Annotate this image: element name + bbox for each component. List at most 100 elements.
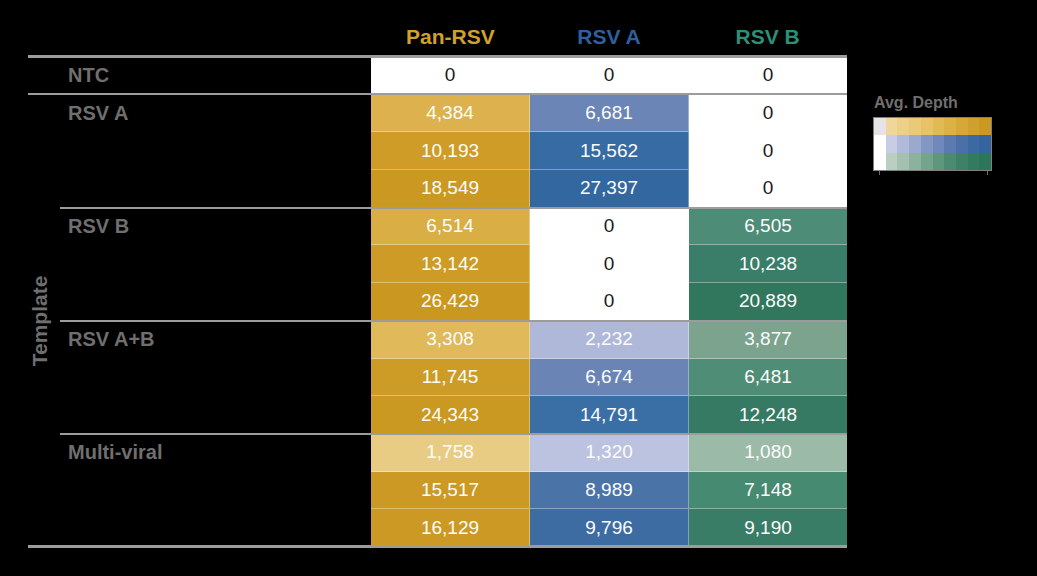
heatmap-row: 18,54927,3970 xyxy=(60,170,847,208)
legend-color-step xyxy=(909,118,921,135)
legend-color-step xyxy=(897,135,909,152)
heatmap-cell: 6,681 xyxy=(530,95,689,133)
legend-color-step xyxy=(897,118,909,135)
heatmap-cell: 12,248 xyxy=(689,396,847,434)
row-group-label-spacer xyxy=(60,509,371,547)
separator-line-below-ntc xyxy=(28,93,847,95)
heatmap-cell: 15,562 xyxy=(530,132,689,170)
heatmap-cell: 1,320 xyxy=(530,434,689,472)
legend-tick-left xyxy=(879,171,880,175)
legend-color-step xyxy=(909,153,921,170)
legend-color-step xyxy=(968,153,980,170)
heatmap-row: 26,429020,889 xyxy=(60,283,847,321)
heatmap-cell: 0 xyxy=(530,245,689,283)
figure-canvas: Pan-RSVRSV ARSV B NTC000RSV A4,3846,6810… xyxy=(0,0,1037,576)
legend-color-step xyxy=(979,135,991,152)
heatmap-row: RSV A+B3,3082,2323,877 xyxy=(60,321,847,359)
heatmap-row: 16,1299,7969,190 xyxy=(60,509,847,547)
legend-color-step xyxy=(886,118,898,135)
heatmap-cell: 26,429 xyxy=(371,283,530,321)
heatmap-cell: 18,549 xyxy=(371,170,530,208)
legend-color-step xyxy=(897,153,909,170)
heatmap-cell: 6,481 xyxy=(689,359,847,397)
legend-color-step xyxy=(874,118,886,135)
heatmap-cell: 10,193 xyxy=(371,132,530,170)
row-group-label: RSV A xyxy=(60,95,371,133)
heatmap-cell: 6,505 xyxy=(689,208,847,246)
heatmap-cell: 0 xyxy=(689,57,847,95)
legend-title: Avg. Depth xyxy=(874,94,992,112)
column-header-pan-rsv: Pan-RSV xyxy=(371,24,530,50)
heatmap-cell: 14,791 xyxy=(530,396,689,434)
heatmap-cell: 4,384 xyxy=(371,95,530,133)
row-group-label: RSV B xyxy=(60,208,371,246)
heatmap-row: 24,34314,79112,248 xyxy=(60,396,847,434)
legend-tick-right xyxy=(987,171,988,175)
legend-color-step xyxy=(933,153,945,170)
heatmap-table: NTC000RSV A4,3846,681010,19315,562018,54… xyxy=(60,57,847,547)
row-group-label: NTC xyxy=(60,57,371,95)
legend-color-step xyxy=(886,153,898,170)
row-group-label: Multi-viral xyxy=(60,434,371,472)
legend-color-step xyxy=(956,118,968,135)
heatmap-cell: 1,758 xyxy=(371,434,530,472)
heatmap-cell: 13,142 xyxy=(371,245,530,283)
legend-color-step xyxy=(968,118,980,135)
heatmap-row: 15,5178,9897,148 xyxy=(60,472,847,510)
heatmap-cell: 16,129 xyxy=(371,509,530,547)
separator-line-top xyxy=(28,55,847,58)
rsv-b-colorbar xyxy=(874,153,991,170)
legend-color-step xyxy=(944,118,956,135)
heatmap-cell: 9,796 xyxy=(530,509,689,547)
legend-color-step xyxy=(874,153,886,170)
heatmap-cell: 0 xyxy=(689,132,847,170)
heatmap-row: RSV A4,3846,6810 xyxy=(60,95,847,133)
heatmap-row: Multi-viral1,7581,3201,080 xyxy=(60,434,847,472)
heatmap-cell: 9,190 xyxy=(689,509,847,547)
heatmap-cell: 11,745 xyxy=(371,359,530,397)
heatmap-cell: 1,080 xyxy=(689,434,847,472)
heatmap-cell: 3,877 xyxy=(689,321,847,359)
heatmap-cell: 20,889 xyxy=(689,283,847,321)
heatmap-cell: 6,674 xyxy=(530,359,689,397)
legend-color-step xyxy=(886,135,898,152)
row-group-label-spacer xyxy=(60,472,371,510)
heatmap-cell: 2,232 xyxy=(530,321,689,359)
legend-colorbars xyxy=(873,117,992,171)
legend-color-step xyxy=(956,153,968,170)
row-group-label-spacer xyxy=(60,396,371,434)
legend-color-step xyxy=(933,118,945,135)
legend-color-step xyxy=(909,135,921,152)
heatmap-cell: 24,343 xyxy=(371,396,530,434)
heatmap-cell: 10,238 xyxy=(689,245,847,283)
heatmap-cell: 0 xyxy=(530,57,689,95)
heatmap-cell: 0 xyxy=(530,208,689,246)
separator-line-rsv-a-b xyxy=(60,320,847,322)
legend: Avg. Depth xyxy=(873,94,992,171)
heatmap-row: NTC000 xyxy=(60,57,847,95)
legend-color-step xyxy=(944,135,956,152)
row-group-label-spacer xyxy=(60,170,371,208)
separator-line-multi-viral xyxy=(60,433,847,435)
legend-color-step xyxy=(921,135,933,152)
heatmap-cell: 0 xyxy=(689,95,847,133)
legend-color-step xyxy=(979,118,991,135)
heatmap-cell: 7,148 xyxy=(689,472,847,510)
row-group-label-spacer xyxy=(60,245,371,283)
legend-color-step xyxy=(921,153,933,170)
legend-color-step xyxy=(956,135,968,152)
legend-color-step xyxy=(933,135,945,152)
row-group-label-spacer xyxy=(60,283,371,321)
heatmap-row: 10,19315,5620 xyxy=(60,132,847,170)
legend-color-step xyxy=(874,135,886,152)
separator-line-rsv-b xyxy=(60,207,847,209)
heatmap-cell: 0 xyxy=(530,283,689,321)
legend-color-step xyxy=(979,153,991,170)
row-group-label: RSV A+B xyxy=(60,321,371,359)
heatmap-row: 11,7456,6746,481 xyxy=(60,359,847,397)
heatmap-cell: 6,514 xyxy=(371,208,530,246)
column-header-rsv-b: RSV B xyxy=(688,24,847,50)
column-header-rsv-a: RSV A xyxy=(530,24,689,50)
heatmap-cell: 0 xyxy=(371,57,530,95)
heatmap-cell: 15,517 xyxy=(371,472,530,510)
